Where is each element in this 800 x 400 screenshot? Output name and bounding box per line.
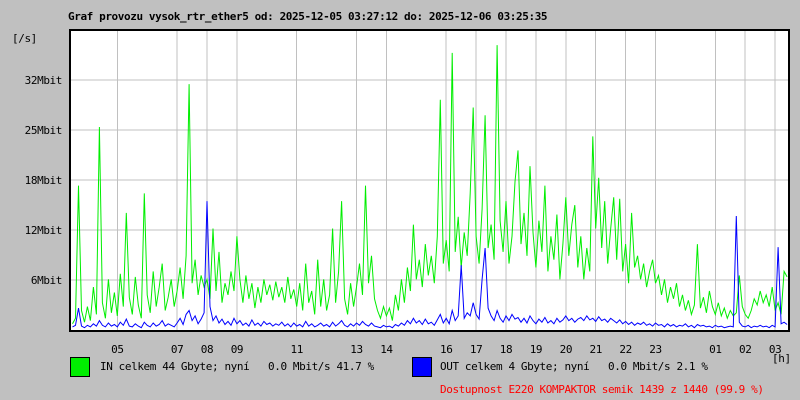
x-tick-label: 01 [709, 343, 722, 356]
x-axis-unit-label: [h] [772, 352, 791, 365]
x-tick-label: 07 [170, 343, 184, 356]
y-tick-label: 32Mbit [24, 74, 63, 88]
x-tick-label: 14 [380, 343, 393, 356]
legend-out-label: OUT celkem 4 Gbyte; nyní 0.0 Mbit/s 2.1 … [440, 360, 708, 373]
traffic-plot-svg [71, 31, 788, 330]
x-tick-label: 19 [529, 343, 543, 356]
x-tick-label: 22 [619, 343, 632, 356]
x-tick-label: 23 [649, 343, 662, 356]
y-tick-label: 25Mbit [24, 124, 63, 138]
x-tick-label: 03 [768, 343, 782, 356]
y-tick-label: 12Mbit [24, 224, 63, 238]
legend-in-swatch [70, 357, 90, 377]
y-tick-label: 18Mbit [24, 174, 63, 188]
x-tick-label: 20 [559, 343, 573, 356]
x-tick-label: 21 [589, 343, 603, 356]
y-tick-label: 6Mbit [30, 274, 63, 288]
x-tick-label: 13 [350, 343, 363, 356]
graph-title: Graf provozu vysok_rtr_ether5 od: 2025-1… [68, 10, 548, 23]
x-tick-label: 08 [200, 343, 214, 356]
x-tick-label: 18 [499, 343, 513, 356]
plot-area [69, 29, 790, 332]
legend-out-swatch [412, 357, 432, 377]
x-tick-label: 02 [739, 343, 752, 356]
x-tick-label: 16 [440, 343, 453, 356]
x-tick-label: 05 [111, 343, 124, 356]
x-tick-label: 17 [469, 343, 483, 356]
availability-text: Dostupnost E220 KOMPAKTOR semik 1439 z 1… [440, 383, 764, 396]
y-axis-unit-label: [/s] [12, 32, 37, 45]
legend-in-label: IN celkem 44 Gbyte; nyní 0.0 Mbit/s 41.7… [100, 360, 374, 373]
x-tick-label: 11 [290, 343, 304, 356]
x-tick-label: 09 [230, 343, 244, 356]
